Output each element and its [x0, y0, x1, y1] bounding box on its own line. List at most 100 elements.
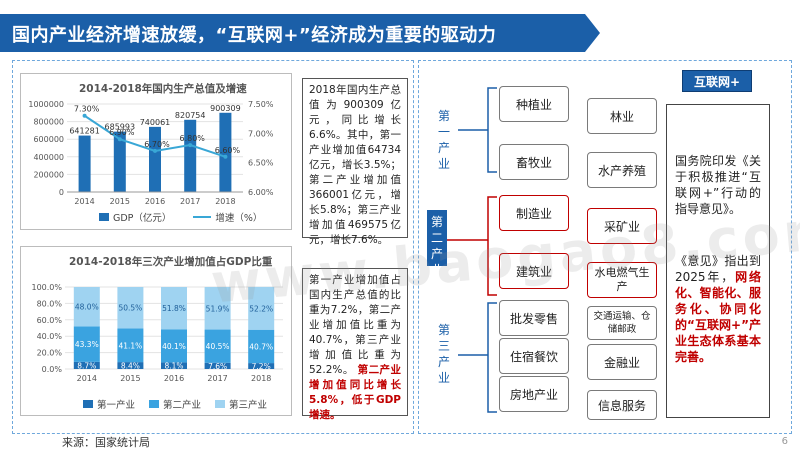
page-title: 国内产业经济增速放缓，“互联网+”经济成为重要的驱动力 [12, 25, 497, 46]
gdp-bar-label: 820754 [175, 111, 206, 120]
right-panel [418, 60, 792, 434]
gdp-legend: GDP（亿元） 增速（%） [99, 210, 262, 224]
growth-point [188, 143, 193, 148]
growth-y-tick: 6.00% [248, 188, 274, 197]
gdp-bar-label: 900309 [210, 104, 241, 113]
gdp-bar-label: 685993 [105, 123, 136, 132]
tertiary-share-label: 50.5% [118, 304, 142, 313]
gdp-bar [184, 119, 197, 192]
share-y-tick: 20.0% [37, 349, 63, 358]
share-y-tick: 100.0% [31, 283, 62, 292]
primary-legend-label: 第一产业 [97, 400, 136, 411]
gdp-legend-swatch [99, 213, 109, 221]
growth-point [153, 148, 157, 153]
policy-text-box: 国务院印发《关于积极推进“互联网+”行动的指导意见》。 《意见》指出到2025年… [666, 104, 770, 418]
industry-box-transport: 交通运输、仓储邮政 [587, 306, 657, 340]
industry-box-manufacturing: 制造业 [499, 195, 569, 231]
growth-legend-label: 增速（%） [215, 213, 263, 224]
industry-box-real-estate: 房地产业 [499, 376, 569, 412]
tertiary-share-label: 51.9% [206, 304, 230, 313]
primary-share-label: 8.1% [164, 362, 183, 371]
share-x-tick: 2017 [207, 374, 227, 383]
gdp-chart-box: 2014-2018年国内生产总值及增速 1000000 800000 600000 4… [20, 73, 292, 230]
primary-share-bar [161, 362, 187, 369]
primary-share-label: 7.6% [208, 362, 227, 371]
policy-text: 国务院印发《关于积极推进“互联网+”行动的指导意见》。 [675, 154, 761, 216]
gdp-bar [78, 135, 91, 192]
tertiary-share-bar [204, 287, 231, 330]
gdp-chart-title: 2014-2018年国内生产总值及增速 [79, 83, 247, 95]
secondary-share-label: 40.5% [206, 342, 230, 351]
tertiary-share-bar [73, 287, 100, 327]
tertiary-share-bar [117, 287, 144, 329]
growth-y-tick: 7.50% [248, 100, 274, 109]
industry-box-livestock: 畜牧业 [499, 144, 569, 180]
policy-text-2: 《意见》指出到2025年， [675, 254, 761, 284]
gdp-x-tick: 2015 [110, 197, 130, 206]
tertiary-industry-label: 第三产业 [437, 323, 450, 385]
share-chart-box: 2014-2018年三次产业增加值占GDP比重 100.0% 80.0% 60.0%… [20, 246, 292, 416]
industry-box-wholesale-retail: 批发零售 [499, 300, 569, 336]
growth-point [82, 113, 87, 118]
primary-legend-swatch [83, 400, 93, 408]
industry-box-finance: 金融业 [587, 344, 657, 380]
secondary-legend-swatch [149, 400, 160, 408]
share-y-tick: 60.0% [37, 316, 63, 325]
share-legend: 第一产业 第二产业 第三产业 [83, 397, 267, 411]
growth-point [117, 137, 122, 142]
primary-share-label: 7.2% [252, 362, 271, 371]
gdp-y-tick: 0 [59, 188, 64, 197]
source-footer: 来源：国家统计局 [62, 436, 150, 449]
gdp-summary-text: 2018年国内生产总值为900309亿元，同比增长6.6%。其中，第一产业增加值… [302, 78, 408, 246]
gdp-bar-label: 641281 [69, 127, 100, 136]
secondary-legend-label: 第二产业 [163, 400, 202, 411]
industry-box-forestry: 林业 [587, 98, 657, 134]
internet-plus-badge: 互联网+ [682, 70, 752, 92]
share-y-tick: 0.0% [42, 365, 63, 374]
primary-share-bar [117, 362, 144, 369]
gdp-y-tick: 800000 [33, 118, 64, 127]
share-x-tick: 2016 [164, 374, 184, 383]
share-chart-title: 2014-2018年三次产业增加值占GDP比重 [69, 256, 273, 268]
tertiary-share-bar [161, 287, 187, 330]
tertiary-share-label: 48.0% [75, 303, 99, 312]
growth-label: 6.90% [109, 128, 135, 137]
tertiary-legend-swatch [215, 400, 226, 408]
gdp-y-tick: 200000 [33, 170, 64, 179]
secondary-share-bar [161, 329, 187, 363]
industry-box-utilities: 水电燃气生产 [587, 262, 657, 298]
primary-share-bar [204, 362, 231, 369]
growth-label: 6.70% [144, 140, 170, 149]
policy-highlight: 网络化、智能化、服务化、协同化的“互联网+”产业生态体系基本完善。 [675, 270, 761, 364]
title-bar: 国内产业经济增速放缓，“互联网+”经济成为重要的驱动力 [0, 14, 600, 52]
growth-point [223, 154, 228, 159]
growth-y-tick: 7.00% [248, 129, 274, 138]
secondary-share-bar [73, 326, 100, 362]
gdp-legend-label: GDP（亿元） [113, 213, 172, 224]
secondary-industry-label: 第二产业 [427, 210, 447, 277]
title-arrow-shape [585, 14, 600, 52]
share-summary-text: 第一产业增加值占国内生产总值的比重为7.2%，第二产业增加值比重为40.7%，第… [302, 268, 408, 421]
secondary-share-label: 40.1% [162, 342, 186, 351]
primary-share-bar [248, 363, 275, 369]
tertiary-share-label: 52.2% [249, 304, 273, 313]
share-y-tick: 80.0% [37, 299, 63, 308]
gdp-summary: 2018年国内生产总值为900309亿元，同比增长6.6%。其中，第一产业增加值… [309, 84, 401, 246]
industry-box-construction: 建筑业 [499, 253, 569, 289]
secondary-share-bar [248, 329, 275, 364]
gdp-y-tick: 1000000 [28, 100, 64, 109]
tertiary-share-label: 51.8% [162, 304, 186, 313]
growth-label: 6.60% [215, 146, 241, 155]
industry-box-planting: 种植业 [499, 86, 569, 122]
share-chart: 100.0% 80.0% 60.0% 40.0% 20.0% 0.0% 8.7% 43.3% 4… [31, 283, 283, 383]
share-y-tick: 40.0% [37, 332, 63, 341]
secondary-share-label: 40.7% [249, 342, 273, 351]
secondary-share-bar [204, 329, 231, 363]
primary-share-bar [73, 361, 100, 369]
share-x-tick: 2015 [120, 374, 140, 383]
gdp-bar [219, 112, 232, 192]
tertiary-share-bar [248, 286, 275, 330]
industry-box-hospitality: 住宿餐饮 [499, 338, 569, 374]
tertiary-legend-label: 第三产业 [229, 400, 268, 411]
gdp-x-tick: 2016 [145, 197, 165, 206]
